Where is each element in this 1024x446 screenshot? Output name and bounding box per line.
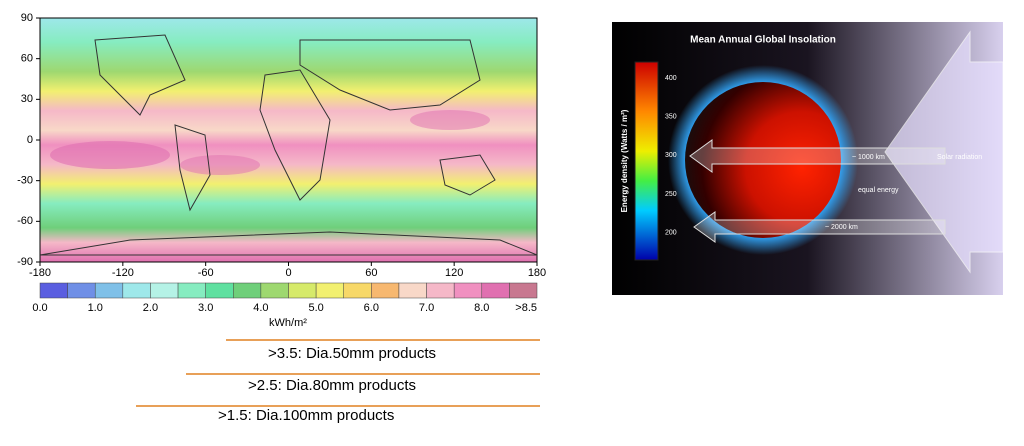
- colorbar-cell: [426, 282, 455, 299]
- colorbar-label: 6.0: [364, 302, 379, 314]
- sun-arrow: [884, 30, 1004, 274]
- colorbar-cell: [150, 282, 179, 299]
- diagram-title: Mean Annual Global Insolation: [690, 35, 836, 46]
- colorbar-tick-label: 200: [665, 230, 677, 237]
- colorbar-label: >8.5: [515, 302, 537, 314]
- product-note: >3.5: Dia.50mm products: [268, 345, 436, 362]
- map-area: [39, 17, 538, 263]
- annotation: equal energy: [858, 187, 899, 194]
- colorbar-unit: kWh/m²: [269, 317, 307, 329]
- colorbar-cell: [67, 282, 96, 299]
- x-tick-label: -60: [198, 267, 214, 279]
- colorbar-cell: [371, 282, 400, 299]
- colorbar-label: 7.0: [419, 302, 434, 314]
- product-note: >1.5: Dia.100mm products: [218, 407, 394, 424]
- insolation-diagram: Mean Annual Global Insolation Energy den…: [612, 22, 1004, 295]
- colorbar-cell: [509, 282, 538, 299]
- product-note: >2.5: Dia.80mm products: [248, 377, 416, 394]
- colorbar-cell: [260, 282, 289, 299]
- colorbar-cell: [39, 282, 68, 299]
- colorbar-tick-label: 400: [665, 75, 677, 82]
- region: [180, 155, 260, 175]
- ray-arrow: [689, 139, 946, 173]
- x-tick-label: 0: [285, 267, 291, 279]
- colorbar-cell: [122, 282, 151, 299]
- annotation: ~ 1000 km: [852, 154, 885, 161]
- colorbar-label: 5.0: [308, 302, 323, 314]
- x-tick-label: 120: [445, 267, 463, 279]
- annotation: Solar radiation: [937, 154, 982, 161]
- x-tick-label: -120: [112, 267, 134, 279]
- colorbar-cell: [288, 282, 317, 299]
- colorbar-tick-label: 300: [665, 152, 677, 159]
- y-tick-label: 0: [27, 134, 33, 146]
- colorbar-label: 1.0: [88, 302, 103, 314]
- colorbar-cell: [205, 282, 234, 299]
- ray-arrow: [693, 211, 946, 243]
- colorbar-tick-label: 250: [665, 191, 677, 198]
- colorbar-label: Energy density (Watts / m²): [620, 109, 629, 212]
- y-tick-label: 30: [21, 93, 33, 105]
- colorbar-cell: [453, 282, 483, 299]
- colorbar-label: 0.0: [32, 302, 47, 314]
- colorbar-label: 4.0: [253, 302, 268, 314]
- colorbar-cell: [315, 282, 344, 299]
- colorbar-label: 2.0: [143, 302, 158, 314]
- earth: [685, 82, 841, 238]
- region: [410, 110, 490, 130]
- map: [39, 17, 538, 263]
- y-tick-label: 60: [21, 53, 33, 65]
- colorbar-cell: [233, 282, 262, 299]
- colorbar-cell: [398, 282, 427, 299]
- colorbar-cell: [94, 282, 124, 299]
- colorbar-cell: [343, 282, 372, 299]
- colorbar-label: 8.0: [474, 302, 489, 314]
- colorbar-label: 3.0: [198, 302, 213, 314]
- colorbar-cell: [177, 282, 206, 299]
- colorbar: [634, 61, 659, 261]
- coastlines: [39, 34, 538, 256]
- x-tick-label: 60: [365, 267, 377, 279]
- y-tick-label: -90: [17, 256, 33, 268]
- y-tick-label: -60: [17, 215, 33, 227]
- y-tick-label: -30: [17, 175, 33, 187]
- colorbar-cell: [481, 282, 510, 299]
- x-tick-label: 180: [528, 267, 546, 279]
- y-tick-label: 90: [21, 12, 33, 24]
- x-tick-label: -180: [29, 267, 51, 279]
- annotation: ~ 2000 km: [825, 224, 858, 231]
- colorbar-tick-label: 350: [665, 114, 677, 121]
- region: [50, 141, 170, 169]
